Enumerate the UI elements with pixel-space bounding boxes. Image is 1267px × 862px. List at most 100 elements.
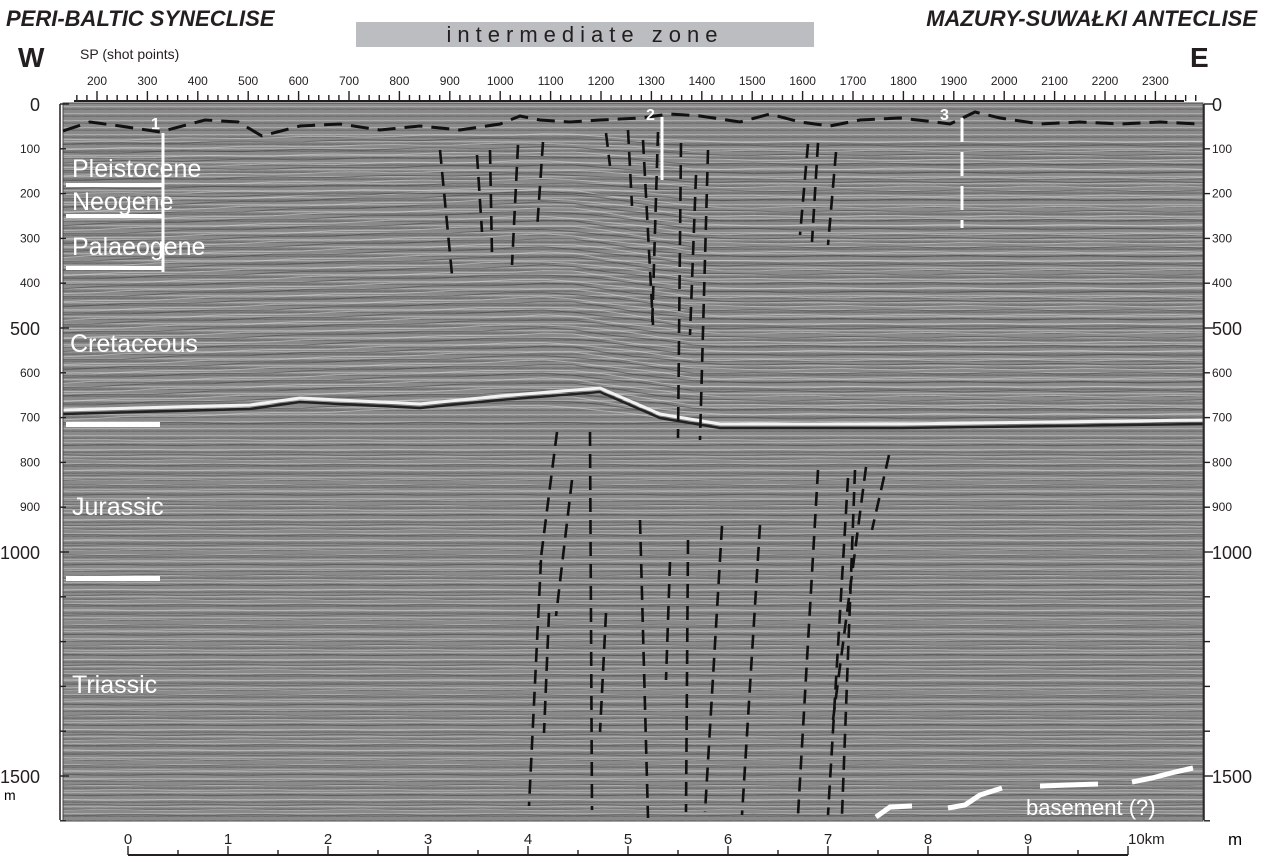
reflector-line (63, 301, 1203, 321)
sp-tick-label: 1000 (487, 74, 514, 88)
fault-line (475, 154, 484, 233)
reflector-line (63, 568, 1203, 572)
reflector-line (63, 228, 1203, 249)
right-depth-label-minor: 600 (1212, 366, 1232, 380)
neogene-label: Neogene (72, 188, 173, 216)
fault-line (626, 129, 634, 207)
distance-label: 7 (824, 831, 832, 848)
reflector-line (63, 558, 1203, 562)
reflector-line (63, 578, 1203, 582)
reflector-line (63, 215, 1203, 236)
reflector-line (63, 169, 1203, 180)
fault-line (740, 524, 762, 816)
fault-line (684, 539, 690, 813)
reflector-line (63, 364, 1203, 384)
reflector-line (63, 309, 1203, 330)
fault-line (826, 151, 838, 246)
reflector-line (63, 763, 1203, 767)
fault-line (604, 132, 612, 167)
reflector-line (63, 256, 1203, 276)
left-depth-label-minor: 100 (20, 142, 40, 156)
distance-label: 6 (724, 831, 732, 848)
distance-label: 9 (1024, 831, 1032, 848)
reflector-line (63, 306, 1203, 326)
reflector-line (63, 603, 1203, 607)
reflector-line (63, 778, 1203, 782)
fault-line (676, 142, 683, 439)
reflector-line (63, 377, 1203, 398)
reflector-line (63, 803, 1203, 807)
reflector-line (63, 463, 1203, 467)
reflector-line (63, 723, 1203, 727)
reflector-line (63, 633, 1203, 637)
reflector-line (63, 553, 1203, 557)
right-depth-label: 1500 (1212, 767, 1252, 787)
well-3-label: 3 (940, 107, 949, 124)
reflector-line (63, 758, 1203, 762)
reflector-line (63, 443, 1203, 447)
reflector-line (63, 673, 1203, 677)
reflector-line (63, 160, 1203, 171)
reflector-line (63, 613, 1203, 617)
reflector-line (63, 698, 1203, 702)
left-depth-label-minor: 400 (20, 276, 40, 290)
reflector-line (63, 473, 1203, 477)
right-depth-label-minor: 400 (1212, 276, 1232, 290)
reflector-line (63, 638, 1203, 642)
sp-tick-label: 1600 (789, 74, 816, 88)
reflector-line (63, 211, 1203, 231)
left-depth-label-minor: 600 (20, 366, 40, 380)
reflector-line (63, 278, 1203, 299)
intermediate-zone-band: intermediate zone (356, 22, 814, 47)
peri-baltic-syneclise-title: PERI-BALTIC SYNECLISE (6, 6, 275, 31)
fault-line (510, 144, 520, 266)
sp-tick-label: 200 (87, 74, 107, 88)
reflector-line (63, 351, 1203, 371)
fault-line (703, 525, 724, 813)
reflector-line (63, 359, 1203, 380)
top-horizon-dashed-line (62, 110, 1201, 138)
cretaceous-label: Cretaceous (70, 330, 198, 358)
reflector-line (63, 238, 1203, 258)
reflector-line (63, 288, 1203, 308)
fault-line (535, 141, 545, 231)
reflector-line (63, 488, 1203, 492)
reflector-line (63, 528, 1203, 532)
reflector-line (63, 773, 1203, 777)
reflector-line (63, 623, 1203, 627)
right-depth-label: 1000 (1212, 543, 1252, 563)
reflector-line (63, 164, 1203, 175)
reflector-line (63, 653, 1203, 657)
left-depth-label: 1000 (0, 543, 40, 563)
reflector-line (63, 458, 1203, 462)
reflector-line (63, 713, 1203, 717)
right-depth-label-minor: 700 (1212, 411, 1232, 425)
reflector-line (63, 387, 1203, 407)
reflector-line (63, 187, 1203, 198)
reflector-line (63, 768, 1203, 772)
distance-label: 8 (924, 831, 932, 848)
distance-label: 10km (1128, 831, 1165, 848)
reflector-line (63, 563, 1203, 567)
sp-tick-label: 2300 (1142, 74, 1169, 88)
reflector-line (63, 683, 1203, 687)
seismic-reflectors (63, 133, 1203, 817)
fault-line (588, 431, 594, 811)
well-2-label: 2 (646, 107, 655, 124)
distance-unit: m (1228, 830, 1242, 849)
left-depth-label-minor: 700 (20, 411, 40, 425)
sp-tick-label: 1800 (890, 74, 917, 88)
palaeogene-base-bar (66, 266, 162, 270)
reflector-line (63, 813, 1203, 817)
sp-tick-label: 700 (339, 74, 359, 88)
west-label: W (18, 42, 45, 73)
left-depth-label: 0 (30, 95, 40, 115)
fault-line (840, 469, 857, 816)
reflector-line (63, 274, 1203, 294)
sp-tick-label: 900 (440, 74, 460, 88)
reflector-line (63, 201, 1203, 222)
reflector-line (63, 319, 1203, 339)
left-depth-unit: m (4, 787, 16, 803)
reflector-line (63, 573, 1203, 577)
sp-tick-label: 1400 (688, 74, 715, 88)
